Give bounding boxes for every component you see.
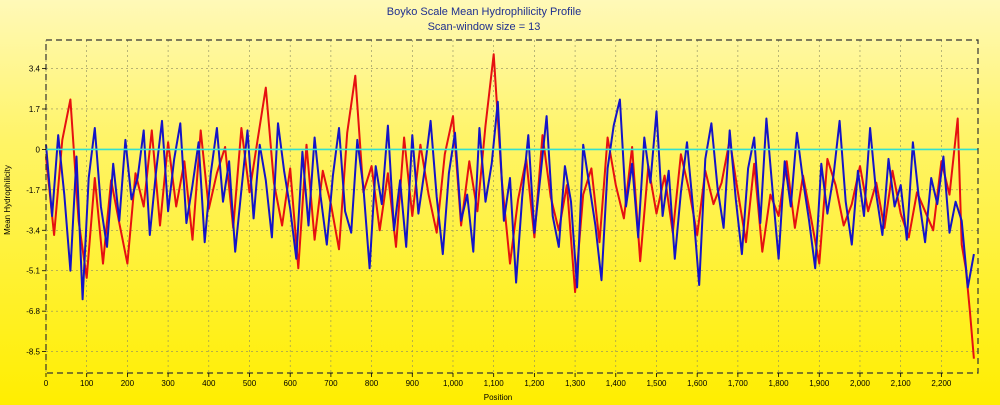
x-tick-label: 400 (202, 379, 216, 388)
x-tick-label: 600 (284, 379, 298, 388)
y-tick-label: -3.4 (26, 226, 40, 235)
x-tick-label: 1,700 (728, 379, 749, 388)
x-tick-label: 500 (243, 379, 257, 388)
x-tick-label: 300 (161, 379, 175, 388)
x-tick-label: 2,000 (850, 379, 871, 388)
x-tick-label: 100 (80, 379, 94, 388)
x-axis-label: Position (484, 393, 512, 402)
x-tick-label: 1,500 (646, 379, 667, 388)
x-tick-label: 2,100 (891, 379, 912, 388)
x-tick-label: 200 (121, 379, 135, 388)
x-tick-label: 800 (365, 379, 379, 388)
y-tick-label: -8.5 (26, 348, 40, 357)
x-tick-label: 1,200 (524, 379, 545, 388)
y-tick-label: 1.7 (29, 105, 41, 114)
x-tick-label: 1,800 (769, 379, 790, 388)
x-tick-label: 900 (406, 379, 420, 388)
x-tick-label: 1,100 (484, 379, 505, 388)
chart-subtitle: Scan-window size = 13 (428, 21, 541, 33)
x-tick-label: 2,200 (931, 379, 952, 388)
y-tick-label: 0 (36, 145, 41, 154)
x-tick-label: 1,300 (565, 379, 586, 388)
x-tick-label: 1,000 (443, 379, 464, 388)
y-axis-label: Mean Hydrophilicity (3, 165, 12, 235)
x-tick-label: 1,600 (687, 379, 708, 388)
series-layer (45, 53, 978, 359)
chart-title: Boyko Scale Mean Hydrophilicity Profile (387, 6, 581, 18)
y-tick-label: -5.1 (26, 267, 40, 276)
x-tick-label: 0 (44, 379, 49, 388)
y-tick-label: -1.7 (26, 186, 40, 195)
x-tick-label: 1,400 (606, 379, 627, 388)
series-line-2 (45, 98, 975, 301)
y-tick-label: 3.4 (29, 65, 41, 74)
y-tick-label: -6.8 (26, 307, 40, 316)
y-axis-ticks: 3.4 1.7 0 -1.7 -3.4 -5.1 -6.8 -8.5 (26, 65, 46, 357)
x-tick-label: 700 (324, 379, 338, 388)
plot-area-frame (45, 39, 979, 374)
x-axis-ticks: 0 100 200 300 400 500 600 700 800 900 1,000 1,100 1,… (44, 373, 952, 388)
x-tick-label: 1,900 (809, 379, 830, 388)
